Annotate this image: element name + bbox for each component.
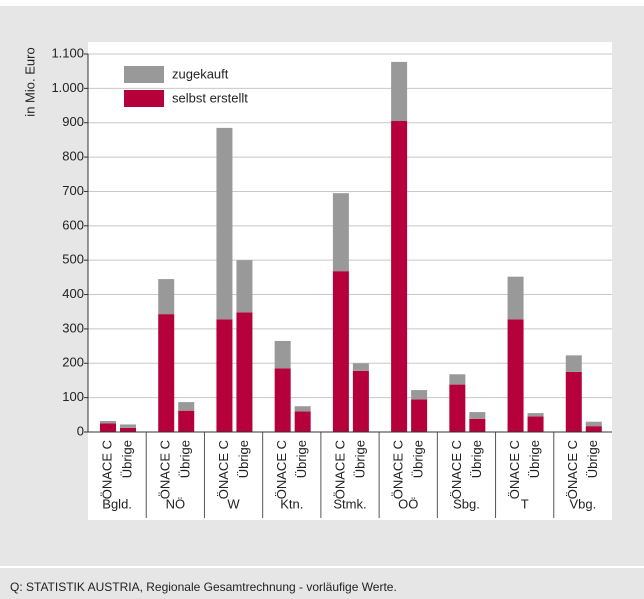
- y-tick-label: 100: [62, 389, 84, 404]
- legend-label: selbst erstellt: [172, 90, 248, 105]
- bar-segment: [216, 127, 233, 320]
- x-tick-label: ÖNACE C: [507, 440, 522, 499]
- x-tick-label: Übrige: [411, 440, 426, 478]
- bar-segment: [274, 340, 291, 369]
- bar-segment: [236, 312, 253, 432]
- group-label: Stmk.: [333, 496, 366, 511]
- top-strip: [0, 0, 644, 6]
- x-tick-label: ÖNACE C: [332, 440, 347, 499]
- bar-segment: [216, 319, 233, 432]
- x-tick-label: Übrige: [527, 440, 542, 478]
- x-tick-label: ÖNACE C: [274, 440, 289, 499]
- group-label: T: [521, 496, 529, 511]
- bar-segment: [332, 271, 349, 432]
- bar-segment: [294, 411, 311, 432]
- y-tick-label: 1.100: [51, 45, 84, 60]
- bar-segment: [565, 355, 582, 372]
- bar-segment: [120, 424, 136, 428]
- group-label: Vbg.: [570, 496, 597, 511]
- bar-segment: [274, 368, 291, 432]
- bar-segment: [565, 371, 582, 432]
- x-tick-label: Übrige: [585, 440, 600, 478]
- bar-segment: [449, 374, 466, 385]
- bar-segment: [352, 370, 369, 432]
- x-tick-label: Übrige: [469, 440, 484, 478]
- y-tick-label: 500: [62, 252, 84, 267]
- legend-swatch: [124, 66, 164, 83]
- x-tick-label: Übrige: [236, 440, 251, 478]
- bar-segment: [527, 413, 544, 417]
- bar-segment: [158, 279, 175, 315]
- group-label: Bgld.: [102, 496, 132, 511]
- y-axis-title: in Mio. Euro: [22, 47, 37, 116]
- y-tick-label: 400: [62, 286, 84, 301]
- y-tick-label: 900: [62, 114, 84, 129]
- bar-segment: [236, 260, 253, 313]
- bar-segment: [585, 421, 602, 427]
- bar-segment: [352, 363, 369, 371]
- x-tick-label: ÖNACE C: [391, 440, 406, 499]
- plot-area: [88, 42, 612, 520]
- bar-segment: [332, 193, 349, 272]
- y-tick-label: 800: [62, 149, 84, 164]
- group-label: Ktn.: [280, 496, 303, 511]
- x-tick-label: ÖNACE C: [216, 440, 231, 499]
- x-tick-label: Übrige: [352, 440, 367, 478]
- footer-rule: [0, 566, 644, 568]
- group-label: Sbg.: [453, 496, 480, 511]
- y-tick-label: 300: [62, 320, 84, 335]
- bar-segment: [391, 61, 408, 122]
- bar-segment: [507, 319, 524, 432]
- y-tick-label: 700: [62, 183, 84, 198]
- bar-segment: [100, 423, 116, 432]
- x-tick-label: Übrige: [294, 440, 309, 478]
- legend-swatch: [124, 90, 164, 107]
- bar-segment: [178, 410, 195, 432]
- bar-segment: [469, 418, 486, 432]
- bar-segment: [507, 276, 524, 320]
- group-label: W: [227, 496, 240, 511]
- x-tick-label: ÖNACE C: [158, 440, 173, 499]
- y-tick-label: 600: [62, 217, 84, 232]
- x-tick-label: Übrige: [178, 440, 193, 478]
- bar-segment: [527, 416, 544, 432]
- bar-segment: [469, 412, 486, 419]
- bar-segment: [120, 427, 136, 432]
- y-tick-label: 0: [77, 423, 84, 438]
- group-label: NÖ: [166, 496, 186, 511]
- bar-segment: [411, 399, 428, 432]
- group-label: OÖ: [398, 496, 418, 511]
- bar-segment: [294, 406, 311, 412]
- bar-segment: [585, 426, 602, 432]
- bar-segment: [411, 390, 428, 400]
- bar-segment: [449, 384, 466, 432]
- bar-segment: [158, 314, 175, 432]
- y-tick-label: 1.000: [51, 80, 84, 95]
- x-tick-label: ÖNACE C: [449, 440, 464, 499]
- x-tick-label: ÖNACE C: [565, 440, 580, 499]
- x-tick-label: ÖNACE C: [99, 440, 114, 499]
- x-tick-label: Übrige: [119, 440, 134, 478]
- y-tick-label: 200: [62, 355, 84, 370]
- bar-segment: [100, 421, 116, 424]
- bar-segment: [178, 402, 195, 411]
- legend-label: zugekauft: [172, 66, 229, 81]
- bar-segment: [391, 121, 408, 432]
- source: Q: STATISTIK AUSTRIA, Regionale Gesamtre…: [10, 580, 397, 594]
